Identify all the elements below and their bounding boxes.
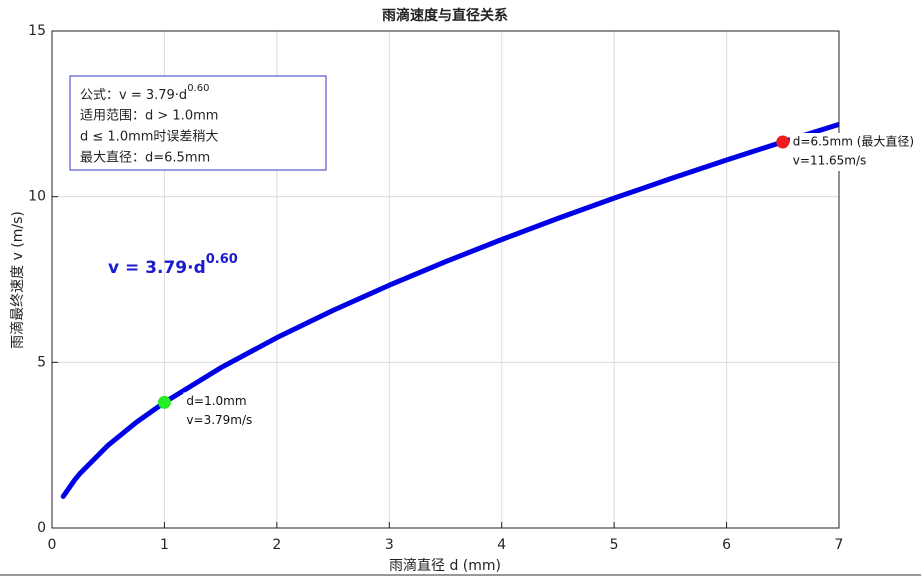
formula-label: v = 3.79·d0.60	[108, 252, 238, 279]
chart-title: 雨滴速度与直径关系	[382, 7, 508, 24]
point-annotation: d=1.0mm	[186, 394, 246, 408]
x-tick-label: 4	[497, 537, 506, 553]
info-line: d ≤ 1.0mm时误差稍大	[80, 130, 218, 145]
y-tick-label: 5	[37, 354, 46, 370]
info-line: 最大直径：d=6.5mm	[80, 151, 210, 166]
x-tick-label: 7	[835, 537, 844, 553]
annotation-bg	[789, 132, 918, 171]
x-tick-label: 0	[48, 537, 57, 553]
annotation-bg	[183, 392, 256, 431]
y-tick-label: 10	[28, 189, 46, 205]
y-tick-label: 0	[37, 520, 46, 536]
info-box	[69, 75, 327, 171]
point-annotation: v=11.65m/s	[793, 153, 867, 167]
axes-box	[51, 30, 840, 529]
highlight-point	[776, 135, 790, 149]
x-tick-label: 6	[722, 537, 731, 553]
data-line	[60, 121, 839, 499]
y-tick-label: 15	[28, 23, 46, 39]
point-annotation: d=6.5mm (最大直径)	[793, 134, 914, 148]
x-tick-label: 1	[160, 537, 169, 553]
info-line: 公式：v = 3.79·d0.60	[80, 83, 209, 103]
y-axis-label: 雨滴最终速度 v (m/s)	[9, 211, 26, 349]
highlight-point	[157, 395, 171, 409]
x-axis-label: 雨滴直径 d (mm)	[389, 557, 501, 574]
x-tick-label: 2	[272, 537, 281, 553]
point-annotation: v=3.79m/s	[186, 413, 252, 427]
x-tick-label: 3	[385, 537, 394, 553]
info-line: 适用范围：d > 1.0mm	[80, 109, 218, 124]
x-tick-label: 5	[610, 537, 619, 553]
